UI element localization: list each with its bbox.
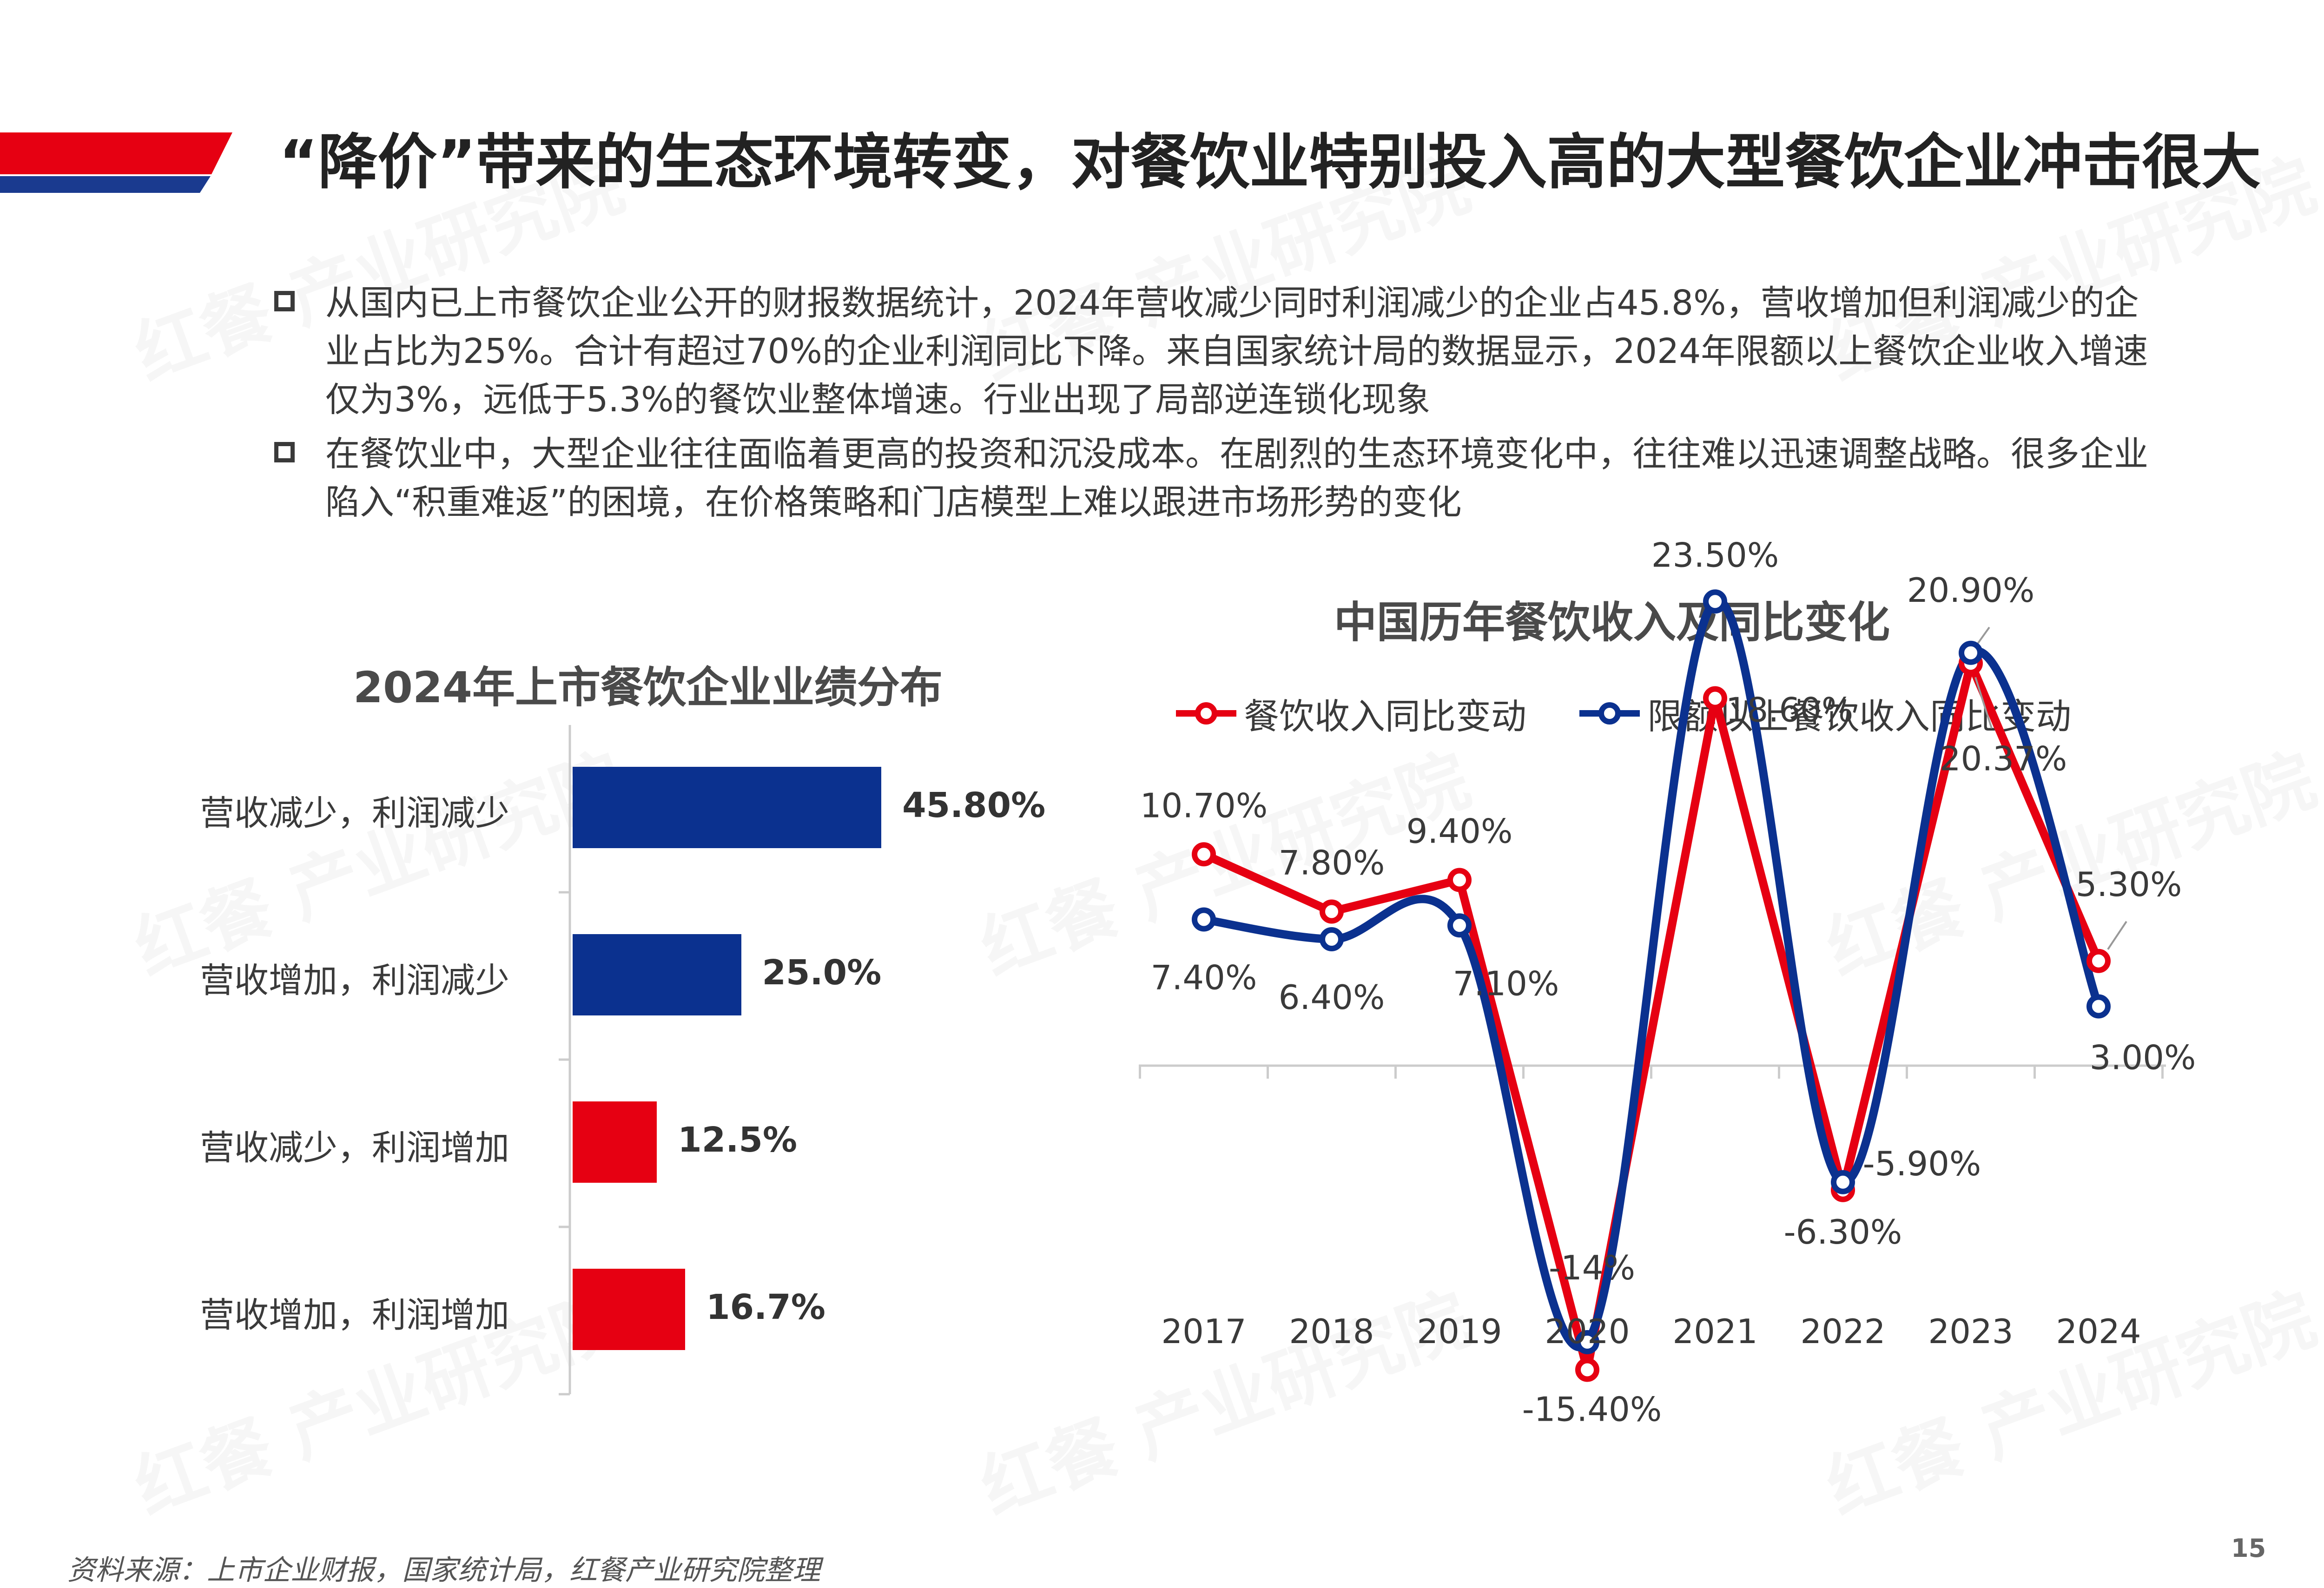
title-band bbox=[0, 132, 232, 193]
data-point bbox=[2086, 949, 2111, 973]
data-label: 5.30% bbox=[2076, 865, 2182, 904]
bar-category-label: 营收增加，利润减少 bbox=[200, 961, 509, 1001]
x-tick-label: 2021 bbox=[1672, 1312, 1757, 1351]
data-label: 18.60% bbox=[1726, 691, 1854, 730]
data-label: 10.70% bbox=[1140, 786, 1268, 825]
source-note: 资料来源：上市企业财报，国家统计局，红餐产业研究院整理 bbox=[67, 1554, 820, 1587]
x-tick-label: 2022 bbox=[1800, 1312, 1885, 1351]
data-point bbox=[1447, 913, 1472, 938]
bar-chart-title: 2024年上市餐饮企业业绩分布 bbox=[353, 663, 943, 712]
data-label: 7.80% bbox=[1279, 843, 1385, 883]
bar bbox=[573, 1269, 686, 1350]
bar-value-label: 16.7% bbox=[706, 1287, 825, 1327]
bar bbox=[573, 767, 882, 848]
data-label: 7.40% bbox=[1151, 958, 1257, 997]
x-tick-label: 2019 bbox=[1417, 1312, 1502, 1351]
data-label: -5.90% bbox=[1863, 1144, 1981, 1183]
label-leader-line bbox=[1977, 626, 1990, 644]
data-label: 6.40% bbox=[1279, 978, 1385, 1017]
data-point bbox=[1447, 868, 1472, 892]
data-label: 3.00% bbox=[2090, 1038, 2196, 1077]
line-chart-title: 中国历年餐饮收入及同比变化 bbox=[1334, 598, 1890, 647]
data-label: -14% bbox=[1549, 1248, 1635, 1287]
bar bbox=[573, 1101, 657, 1183]
page-number: 15 bbox=[2231, 1534, 2266, 1563]
series-line-blue bbox=[1200, 596, 2103, 1351]
legend-line-marker-icon bbox=[1579, 702, 1640, 725]
data-point bbox=[1575, 1357, 1599, 1382]
data-label: 20.37% bbox=[1940, 739, 2067, 778]
data-point bbox=[1575, 1330, 1599, 1354]
bar-value-label: 12.5% bbox=[678, 1120, 797, 1160]
bullet-text: 从国内已上市餐饮企业公开的财报数据统计，2024年营收减少同时利润减少的企业占4… bbox=[325, 283, 2148, 420]
x-tick-label: 2018 bbox=[1289, 1312, 1374, 1351]
x-tick-label: 2017 bbox=[1161, 1312, 1246, 1351]
data-point bbox=[1831, 1170, 1855, 1194]
bullet-item-2: 在餐饮业中，大型企业往往面临着更高的投资和沉没成本。在剧烈的生态环境变化中，往往… bbox=[274, 430, 2157, 527]
bullet-text: 在餐饮业中，大型企业往往面临着更高的投资和沉没成本。在剧烈的生态环境变化中，往往… bbox=[325, 434, 2148, 522]
bar bbox=[573, 934, 741, 1015]
square-bullet-icon bbox=[274, 291, 295, 311]
line-chart-legend: 餐饮收入同比变动 限额以上餐饮收入同比变动 bbox=[1176, 688, 2113, 739]
legend-label: 餐饮收入同比变动 bbox=[1244, 696, 1526, 737]
data-point bbox=[1959, 640, 1983, 665]
bar-value-label: 25.0% bbox=[762, 953, 882, 993]
x-tick-label: 2023 bbox=[1928, 1312, 2013, 1351]
legend-line-marker-icon bbox=[1176, 702, 1236, 725]
data-point bbox=[2086, 994, 2111, 1019]
data-point bbox=[1703, 686, 1727, 711]
data-label: -15.40% bbox=[1522, 1390, 1662, 1429]
data-point bbox=[1192, 907, 1216, 932]
bar-chart-axis bbox=[559, 725, 571, 1396]
data-point bbox=[1192, 842, 1216, 867]
data-label: -6.30% bbox=[1784, 1212, 1902, 1252]
legend-item: 餐饮收入同比变动 bbox=[1176, 688, 1526, 739]
series-line-red bbox=[1200, 659, 2103, 1374]
data-point bbox=[1703, 589, 1727, 614]
x-tick-label: 2024 bbox=[2056, 1312, 2141, 1351]
bar-category-label: 营收增加，利润增加 bbox=[200, 1295, 509, 1335]
data-label: 23.50% bbox=[1651, 535, 1779, 574]
square-bullet-icon bbox=[274, 442, 295, 462]
bar-category-label: 营收减少，利润增加 bbox=[200, 1128, 509, 1168]
data-point bbox=[1320, 899, 1344, 924]
label-leader-line bbox=[2107, 921, 2127, 950]
data-label: 9.40% bbox=[1406, 812, 1513, 851]
data-label: 7.10% bbox=[1453, 964, 1559, 1003]
bullet-item-1: 从国内已上市餐饮企业公开的财报数据统计，2024年营收减少同时利润减少的企业占4… bbox=[274, 279, 2157, 424]
data-point bbox=[1320, 927, 1344, 951]
data-label: 20.90% bbox=[1907, 571, 2035, 610]
x-tick-label: 2020 bbox=[1545, 1312, 1630, 1351]
page-title: “降价”带来的生态环境转变，对餐饮业特别投入高的大型餐饮企业冲击很大 bbox=[279, 128, 2261, 197]
bar-category-label: 营收减少，利润减少 bbox=[200, 793, 509, 833]
bar-value-label: 45.80% bbox=[902, 785, 1046, 825]
label-leader-line bbox=[1974, 677, 1993, 729]
